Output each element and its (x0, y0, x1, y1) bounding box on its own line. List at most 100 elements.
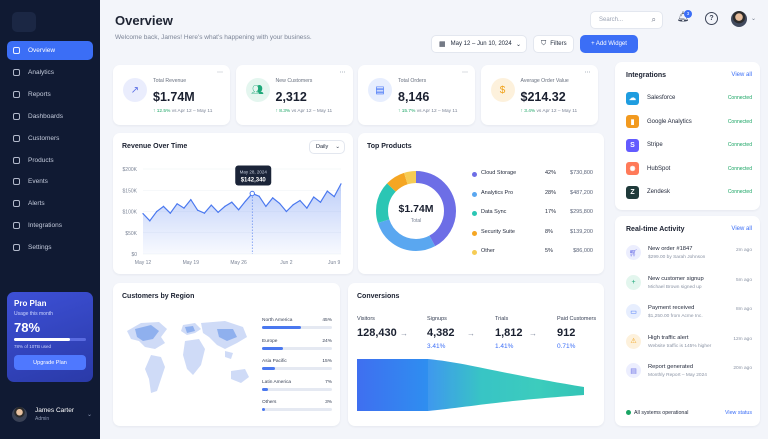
product-name: Security Suite (481, 228, 515, 235)
product-row[interactable]: Cloud Storage 42% $730,800 (470, 170, 593, 180)
activity-view-all-link[interactable]: View all (731, 226, 752, 232)
integrations-view-all-link[interactable]: View all (731, 72, 752, 78)
activity-time: 5m ago (736, 277, 752, 283)
user-profile[interactable]: James Carter Admin ⌄ (12, 403, 92, 425)
kpi-change: ↑ 8.3% (275, 109, 291, 114)
kpi-change: ↑ 15.7% (398, 109, 416, 114)
legend-dot (472, 250, 477, 255)
calendar-icon: ▦ (439, 41, 446, 48)
integration-status: Connected (727, 165, 752, 172)
donut-slice[interactable] (376, 171, 456, 251)
x-tick-label: Jun 2 (280, 260, 292, 266)
more-icon[interactable]: ⋯ (339, 70, 346, 76)
more-icon[interactable]: ⋯ (217, 70, 223, 76)
conversion-stage: Signups 4,382 3.41% (427, 316, 455, 350)
kpi-compare: vs Apr 12 – May 11 (536, 109, 578, 114)
region-name: Latin America (262, 379, 292, 385)
activity-item[interactable]: ▭ Payment received $1,250.00 from Acme Inc… (626, 304, 752, 328)
sidebar-item-reports[interactable]: Reports (7, 85, 93, 104)
stage-rate: 3.41% (427, 343, 446, 350)
kpi-delta: ↑ 8.3% vs Apr 12 – May 11 (276, 109, 333, 114)
sidebar-item-integrations[interactable]: Integrations (7, 216, 93, 235)
data-point (176, 203, 178, 205)
activity-title: High traffic alert (648, 334, 689, 341)
legend-dot (472, 172, 477, 177)
data-point (203, 212, 206, 214)
integration-name: HubSpot (647, 165, 671, 172)
more-icon[interactable]: ⋯ (584, 70, 591, 76)
add-widget-button[interactable]: + Add Widget (580, 35, 638, 53)
kpi-change: ↑ 12.5% (153, 109, 171, 114)
donut-slice[interactable] (376, 171, 456, 251)
sidebar-item-settings[interactable]: Settings (7, 238, 93, 257)
activity-item[interactable]: + New customer signup Michael Brown signed… (626, 274, 752, 299)
users-icon: 👥︎ (245, 78, 270, 102)
integrations-card: Integrations View all (615, 62, 760, 210)
data-point (258, 195, 260, 197)
plan-usage-bar (14, 338, 86, 341)
sidebar-item-overview[interactable]: Overview (7, 41, 93, 60)
kpi-card: ↗ Total Revenue $1.74M ↑ 12.5% vs Apr 12 – … (113, 65, 230, 125)
integration-row[interactable]: Z Zendesk Connected (626, 184, 752, 200)
header-avatar[interactable] (731, 11, 747, 27)
product-percent: 8% (545, 228, 553, 235)
dashboards-icon (13, 112, 20, 120)
help-icon[interactable]: ? (705, 12, 718, 25)
page-subtitle: Welcome back, James! Here's what's happe… (115, 34, 312, 41)
product-row[interactable]: Other 5% $86,000 (470, 248, 593, 258)
sidebar-item-products[interactable]: Products (7, 151, 93, 170)
sidebar-item-dashboards[interactable]: Dashboards (7, 107, 93, 126)
activity-item[interactable]: 🛒︎ New order #1847 $299.00 by Sarah Johnso… (626, 245, 752, 269)
view-status-link[interactable]: View status (725, 410, 752, 416)
product-name: Other (481, 248, 495, 254)
search-icon: ⌕ (651, 15, 656, 24)
more-icon[interactable]: ⋯ (462, 70, 468, 76)
region-row: Asia Pacific 15% (262, 359, 332, 370)
activity-detail: Michael Brown signed up (648, 284, 702, 290)
chevron-down-icon[interactable]: ⌄ (751, 16, 757, 22)
region-percent: 45% (322, 318, 332, 323)
search-input[interactable]: Search... ⌕ (590, 11, 663, 29)
bell-icon[interactable]: 🔔︎ (676, 12, 690, 23)
period-select[interactable]: Daily ⌄ (309, 140, 345, 154)
integration-row[interactable]: S Stripe Connected (626, 137, 752, 153)
conversions-title: Conversions (357, 293, 400, 300)
region-bar (262, 346, 332, 350)
integration-row[interactable]: ☁ Salesforce Connected (626, 90, 752, 106)
alert-icon: ⚠ (626, 333, 641, 349)
donut-slice[interactable] (376, 171, 456, 251)
chevron-down-icon[interactable]: ⌄ (86, 411, 92, 418)
chevron-down-icon: ⌄ (515, 41, 521, 48)
kpi-card: ▤ Total Orders 8,146 ↑ 15.7% vs Apr 12 – Ma… (358, 65, 475, 125)
product-row[interactable]: Data Sync 17% $295,800 (470, 209, 593, 219)
kpi-compare: vs Apr 12 – May 11 (416, 109, 458, 114)
tooltip (235, 165, 272, 186)
conversion-stage: Visitors 128,430 (357, 316, 397, 343)
upgrade-plan-button[interactable]: Upgrade Plan (14, 355, 86, 370)
user-role: Admin (35, 415, 50, 422)
sidebar-item-alerts[interactable]: Alerts (7, 194, 93, 213)
donut-center-label: Total (410, 218, 422, 224)
sidebar-item-customers[interactable]: Customers (7, 129, 93, 148)
region-row: Others 3% (262, 400, 332, 411)
customers-icon (13, 134, 20, 142)
filters-label: Filters (550, 41, 567, 47)
product-row[interactable]: Analytics Pro 28% $487,200 (470, 190, 593, 200)
kpi-delta: ↑ 12.5% vs Apr 12 – May 11 (153, 109, 212, 114)
zendesk-icon: Z (626, 185, 639, 199)
activity-item[interactable]: ⚠ High traffic alert Website traffic is 14… (626, 333, 752, 358)
stage-value: 1,812 (495, 327, 523, 339)
plan-usage-label: Usage this month (14, 311, 53, 317)
sidebar-item-analytics[interactable]: Analytics (7, 63, 93, 82)
product-row[interactable]: Security Suite 8% $139,200 (470, 229, 593, 239)
integration-row[interactable]: ✺ HubSpot Connected (626, 161, 752, 177)
product-value: $487,200 (570, 189, 593, 196)
tooltip-point[interactable] (249, 190, 255, 197)
sidebar-item-events[interactable]: Events (7, 172, 93, 191)
date-range-picker[interactable]: ▦ May 12 – Jun 10, 2024 ⌄ (431, 35, 527, 53)
activity-item[interactable]: ▤ Report generated Monthly Report – May 20… (626, 363, 752, 387)
integration-row[interactable]: ▮ Google Analytics Connected (626, 114, 752, 130)
sidebar-item-label: Settings (28, 244, 52, 252)
reports-icon (13, 90, 20, 98)
filters-button[interactable]: ⛉ Filters (533, 35, 574, 53)
